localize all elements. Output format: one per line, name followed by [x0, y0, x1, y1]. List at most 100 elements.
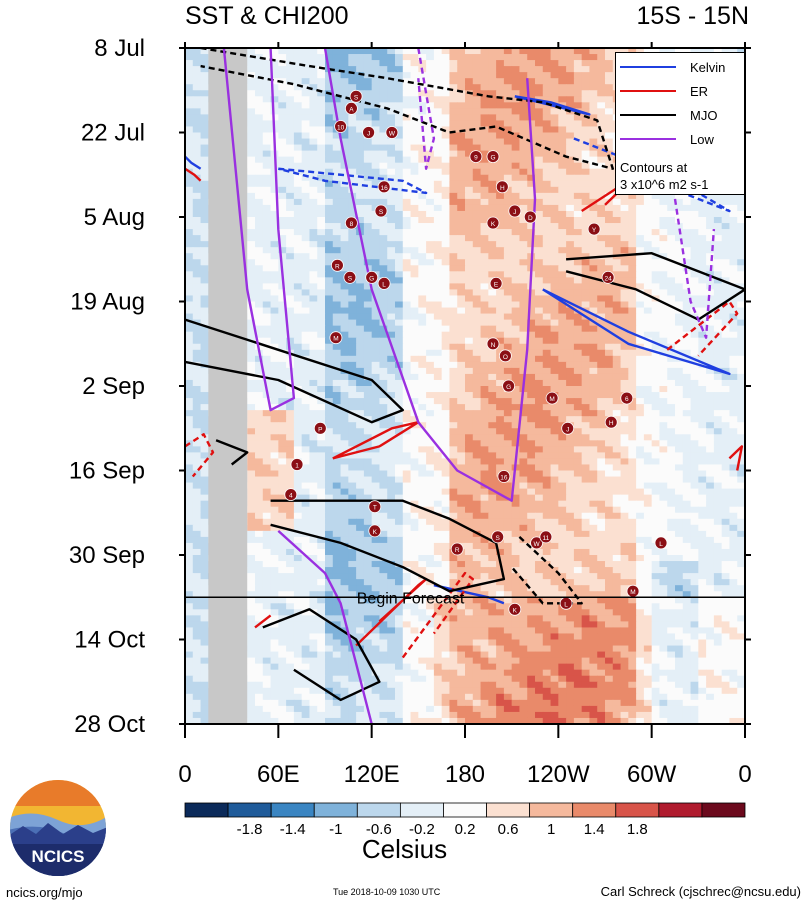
storm-label: 24	[604, 275, 612, 282]
storm-marker: Y	[587, 222, 601, 236]
storm-marker: R	[450, 542, 464, 556]
kelvin-contour	[514, 95, 591, 116]
storm-marker: 10	[334, 120, 348, 133]
y-axis: 8 Jul 22 Jul 5 Aug 19 Aug 2 Sep 16 Sep 30 Sep 1…	[69, 35, 751, 738]
storm-marker: J	[561, 421, 575, 435]
storm-label: N	[491, 342, 496, 349]
y-tick-label: 22 Jul	[81, 120, 145, 147]
storm-marker: 1	[290, 458, 304, 471]
storm-label: G	[506, 384, 511, 391]
storm-marker: J	[508, 204, 522, 218]
low-contour	[323, 48, 537, 502]
storm-label: J	[367, 131, 370, 138]
storm-label: 11	[543, 535, 550, 542]
x-tick-label: 0	[178, 761, 191, 788]
mjo-contour	[200, 48, 614, 170]
colorbar-tick: -1.4	[280, 821, 306, 838]
y-tick-label: 19 Aug	[70, 289, 145, 316]
colorbar-swatch	[615, 802, 660, 818]
colorbar-swatch	[184, 802, 229, 818]
storm-label: A	[349, 106, 354, 113]
x-tick-label: 60W	[627, 761, 677, 788]
storm-marker: L	[559, 596, 573, 610]
er-contour	[185, 433, 215, 478]
colorbar-swatch	[227, 802, 272, 818]
storm-marker: W	[530, 536, 543, 550]
storm-label: L	[564, 601, 568, 608]
storm-label: 8	[350, 221, 354, 228]
y-tick-label: 5 Aug	[84, 204, 145, 231]
colorbar-tick: 1	[547, 821, 555, 838]
colorbar-swatch	[399, 802, 444, 818]
storm-label: D	[528, 215, 533, 222]
storm-marker: A	[344, 102, 358, 115]
y-tick-label: 8 Jul	[94, 35, 145, 62]
storm-marker: 16	[497, 470, 511, 483]
x-tick-label: 120E	[344, 761, 400, 788]
footer-timestamp: Tue 2018-10-09 1030 UTC	[333, 887, 441, 897]
storm-marker: 11	[539, 530, 553, 544]
footer-url[interactable]: ncics.org/mjo	[6, 885, 83, 900]
chart-title: SST & CHI200	[185, 2, 349, 30]
storm-label: H	[500, 185, 505, 192]
mjo-contour	[215, 439, 249, 466]
colorbar-swatch	[529, 802, 574, 818]
sst-heatmap	[185, 48, 745, 724]
storm-marker: E	[489, 276, 503, 290]
colorbar-swatch	[486, 802, 531, 818]
storm-marker: 9	[469, 150, 483, 164]
storm-label: G	[369, 275, 374, 282]
storm-marker: H	[604, 415, 618, 429]
storm-label: W	[389, 131, 396, 138]
storm-label: 1	[295, 463, 299, 470]
storm-label: M	[333, 336, 338, 343]
er-contour	[401, 571, 474, 659]
colorbar-swatch	[658, 802, 703, 818]
er-contour	[254, 614, 272, 629]
storm-marker: D	[523, 210, 537, 224]
storm-marker: K	[508, 602, 522, 616]
kelvin-contour	[185, 155, 202, 170]
storm-label: R	[455, 547, 460, 554]
kelvin-contour	[277, 167, 428, 195]
storm-marker: P	[313, 421, 327, 435]
mjo-contour	[270, 499, 506, 593]
colorbar-tick: 1.4	[584, 821, 605, 838]
er-contour	[185, 167, 202, 182]
storm-marker: K	[486, 216, 500, 230]
storm-marker: S	[491, 530, 505, 544]
storm-label: W	[534, 541, 541, 548]
storm-label: M	[630, 589, 635, 596]
storm-marker: J	[362, 126, 376, 139]
contour-layer	[185, 48, 745, 724]
storm-marker: K	[368, 524, 382, 538]
mjo-contour	[262, 608, 381, 702]
y-tick-label: 28 Oct	[74, 711, 145, 738]
storm-marker: M	[545, 391, 559, 405]
storm-marker: S	[349, 89, 363, 103]
y-tick-label: 2 Sep	[82, 373, 145, 400]
mjo-contour	[565, 252, 745, 321]
region-label: 15S - 15N	[636, 2, 749, 30]
land-band	[208, 48, 248, 724]
legend-low: Low	[620, 131, 714, 147]
colorbar-swatch	[313, 802, 358, 818]
mjo-contour	[510, 536, 583, 605]
storm-label: E	[494, 281, 499, 288]
storm-marker: 8	[344, 216, 358, 230]
kelvin-contour	[542, 288, 731, 376]
colorbar-tick: -1	[329, 821, 342, 838]
colorbar-tick: -0.2	[409, 821, 435, 838]
storm-marker: 16	[377, 180, 391, 194]
footer-author: Carl Schreck (cjschrec@ncsu.edu)	[600, 884, 801, 899]
colorbar-swatch	[572, 802, 617, 818]
storm-marker: W	[385, 126, 399, 139]
er-contour	[666, 300, 739, 357]
storm-label: G	[490, 155, 495, 162]
legend-mjo: MJO	[620, 107, 717, 123]
storm-marker: N	[486, 337, 500, 351]
legend-kelvin: Kelvin	[620, 59, 725, 75]
storm-marker: G	[486, 150, 500, 164]
